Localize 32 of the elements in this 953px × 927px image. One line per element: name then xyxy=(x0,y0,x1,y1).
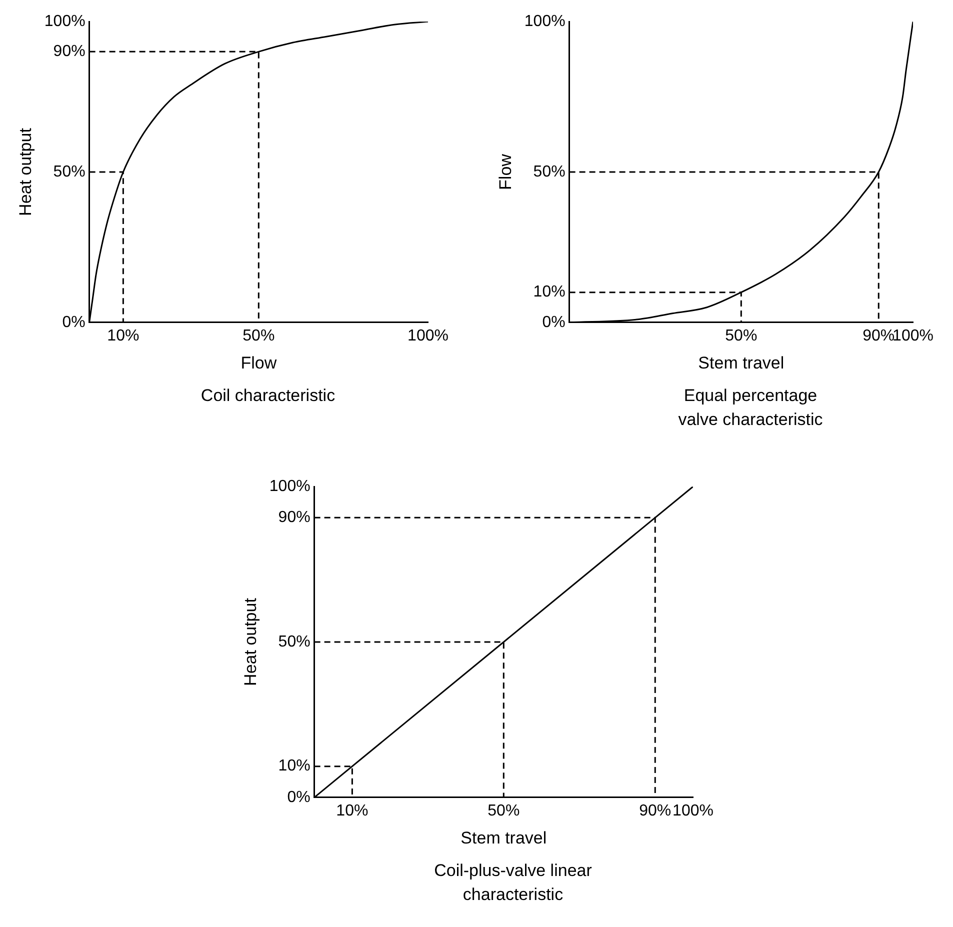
y-axis-title: Heat output xyxy=(240,598,260,686)
x-tick-label: 10% xyxy=(336,802,368,820)
y-tick-label: 0% xyxy=(287,788,310,806)
text: Coil characteristic xyxy=(200,385,336,407)
x-tick-label: 50% xyxy=(242,327,275,344)
x-tick-label: 50% xyxy=(725,327,758,344)
y-tick-label: 90% xyxy=(53,43,86,60)
y-tick-label: 0% xyxy=(542,314,566,331)
x-axis-title: Flow xyxy=(240,353,278,372)
y-tick-label: 100% xyxy=(524,13,566,30)
y-tick-label: 50% xyxy=(53,163,86,180)
text: Coil-plus-valve linear characteristic xyxy=(433,860,593,906)
y-tick-label: 0% xyxy=(62,314,86,331)
y-tick-label: 10% xyxy=(533,284,566,301)
x-axis-title: Stem travel xyxy=(460,828,547,848)
y-tick-label: 50% xyxy=(278,633,310,650)
y-tick-label: 90% xyxy=(278,509,310,526)
y-axis-title: Heat output xyxy=(16,128,35,216)
y-tick-label: 10% xyxy=(278,758,310,775)
x-axis-title: Stem travel xyxy=(698,353,784,372)
x-tick-label: 50% xyxy=(488,802,520,820)
x-tick-label: 100% xyxy=(672,802,714,820)
y-tick-label: 50% xyxy=(533,163,566,180)
y-tick-label: 100% xyxy=(269,478,310,496)
text: Equal percentage valve characteristic xyxy=(677,385,824,431)
x-tick-label: 90% xyxy=(862,327,895,344)
y-axis-title: Flow xyxy=(496,153,515,190)
x-tick-label: 100% xyxy=(892,327,934,344)
x-tick-label: 10% xyxy=(107,327,140,344)
x-tick-label: 100% xyxy=(408,327,448,344)
x-tick-label: 90% xyxy=(639,802,672,820)
y-tick-label: 100% xyxy=(44,13,86,30)
